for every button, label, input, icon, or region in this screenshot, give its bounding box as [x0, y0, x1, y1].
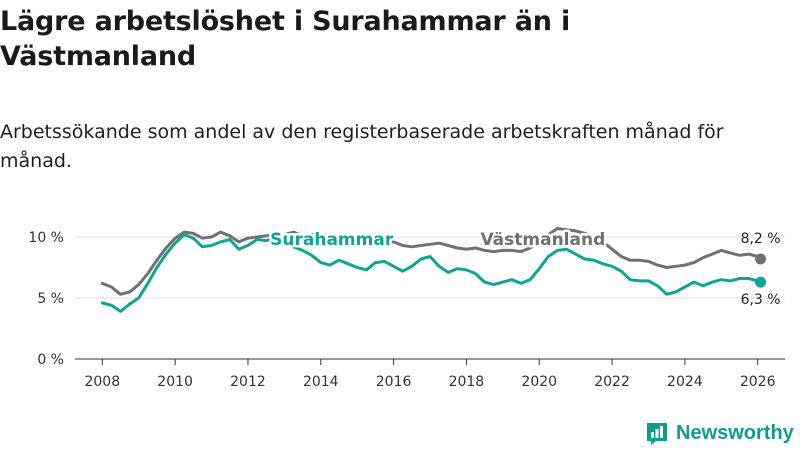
x-tick-label: 2014	[303, 374, 339, 390]
x-tick-label: 2026	[740, 374, 776, 390]
newsworthy-logo-icon	[647, 423, 667, 445]
x-tick-label: 2008	[84, 374, 120, 390]
y-axis-labels: 0 % 5 % 10 %	[28, 230, 64, 368]
series-line-surahammar	[100, 233, 763, 313]
series-line-västmanland	[100, 227, 763, 296]
y-tick-label: 10 %	[28, 230, 64, 246]
y-tick-label: 5 %	[37, 291, 64, 307]
x-tick-label: 2016	[376, 374, 412, 390]
x-tick-label: 2022	[594, 374, 630, 390]
end-value-label-surahammar: 6,3 %	[741, 292, 781, 308]
chart-subtitle: Arbetssökande som andel av den registerb…	[0, 121, 724, 172]
series-name-label-surahammar: Surahammar	[270, 230, 394, 250]
series-endpoint-surahammar	[755, 276, 767, 288]
series-endpoint-västmanland	[755, 253, 767, 265]
x-tick-label: 2012	[230, 374, 266, 390]
series-labels: 8,2 % 6,3 % Surahammar Västmanland	[268, 227, 781, 308]
x-tick-label: 2018	[449, 374, 485, 390]
x-axis: 2008 2010 2012 2014 2016 2018 2020 2022 2024 2026	[75, 358, 785, 390]
chart-title: Lägre arbetslöshet i Surahammar än i Väs…	[0, 6, 571, 72]
newsworthy-logo: Newsworthy	[644, 420, 794, 446]
x-tick-label: 2024	[667, 374, 703, 390]
series-lines	[100, 227, 767, 313]
y-tick-label: 0 %	[37, 352, 64, 368]
x-tick-label: 2010	[157, 374, 193, 390]
series-name-label-västmanland: Västmanland	[480, 230, 605, 250]
end-value-label-västmanland: 8,2 %	[741, 231, 781, 247]
brand-name: Newsworthy	[676, 421, 794, 444]
x-tick-label: 2020	[521, 374, 557, 390]
